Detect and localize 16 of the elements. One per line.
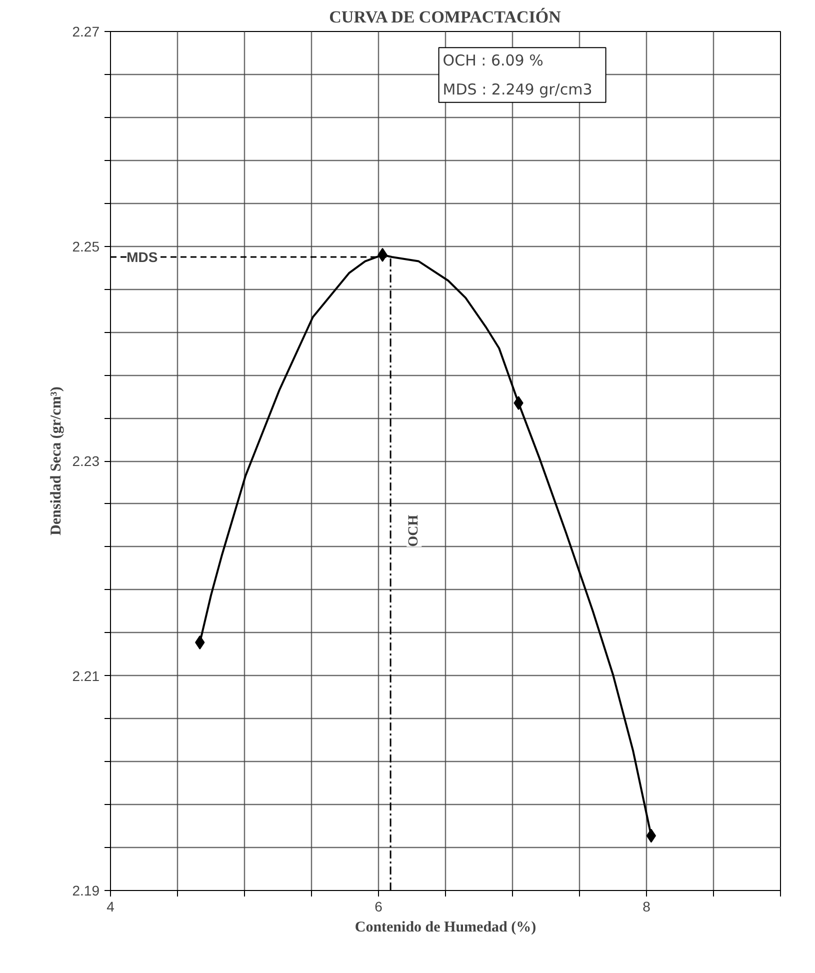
y-tick-label: 2.19 [72,882,100,898]
x-axis-title: Contenido de Humedad (%) [354,920,536,936]
y-tick-label: 2.27 [72,24,100,40]
y-tick-label: 2.23 [72,453,100,469]
x-tick-label: 8 [642,898,651,914]
ref-line-label: OCH [406,514,422,547]
y-axis-title: Densidad Seca (gr/cm³) [48,386,64,536]
y-tick-label: 2.25 [72,238,100,254]
x-tick-label: 6 [374,898,383,914]
ref-line-label: MDS [126,248,158,265]
chart-title: CURVA DE COMPACTACIÓN [329,8,562,26]
annotation: MDS : 2.249 gr/cm3 [442,80,592,98]
annotation: OCH : 6.09 % [442,52,544,70]
point [646,828,656,843]
x-tick-label: 4 [106,898,115,914]
y-tick-label: 2.21 [72,668,100,684]
